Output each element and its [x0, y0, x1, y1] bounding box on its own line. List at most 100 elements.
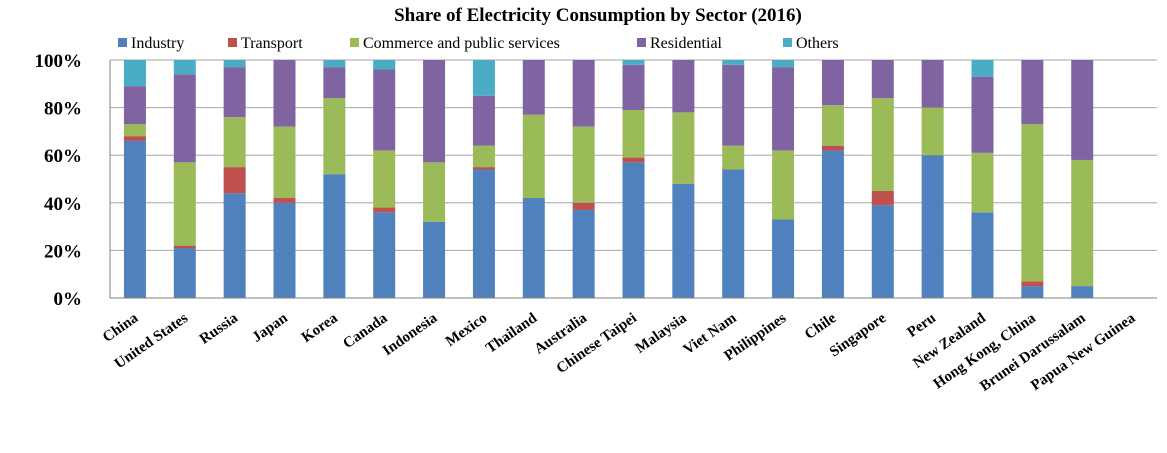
bar-segment-residential-japan — [273, 60, 296, 127]
bar-segment-commerce-and-public-services-viet-nam — [722, 145, 745, 170]
bar-segment-transport-united-states — [173, 245, 196, 249]
bar-segment-others-russia — [223, 60, 246, 68]
bar-segment-transport-canada — [373, 207, 396, 213]
legend-swatch — [118, 38, 127, 47]
bar-segment-industry-chinese-taipei — [622, 162, 645, 298]
bar-segment-others-chinese-taipei — [622, 60, 645, 65]
bar-segment-commerce-and-public-services-chile — [821, 105, 844, 146]
bar-segment-residential-new-zealand — [971, 76, 994, 153]
bar-segment-commerce-and-public-services-philippines — [772, 150, 795, 220]
bar-segment-residential-chile — [821, 60, 844, 106]
legend-swatch — [228, 38, 237, 47]
bar-segment-commerce-and-public-services-mexico — [472, 145, 495, 168]
legend-label: Transport — [241, 35, 303, 52]
bar-segment-others-viet-nam — [722, 60, 745, 65]
bar-segment-industry-united-states — [173, 248, 196, 298]
bar-segment-industry-australia — [572, 209, 595, 298]
chart-title: Share of Electricity Consumption by Sect… — [394, 5, 802, 26]
bar-segment-others-china — [123, 60, 146, 87]
bar-segment-residential-peru — [921, 60, 944, 108]
bar-segment-commerce-and-public-services-china — [123, 124, 146, 137]
y-tick-label: 0% — [54, 289, 83, 310]
legend-item-industry: Industry — [118, 35, 184, 52]
bar-segment-residential-thailand — [522, 60, 545, 115]
bar-segment-residential-russia — [223, 67, 246, 118]
legend: Industry Transport Commerce and public ser… — [118, 35, 839, 52]
bar-segment-industry-philippines — [772, 219, 795, 298]
x-tick-label: Japan — [250, 310, 292, 346]
y-tick-label: 100% — [35, 51, 83, 72]
bar-segment-others-united-states — [173, 60, 196, 75]
bar-segment-industry-china — [123, 140, 146, 298]
legend-item-others: Others — [783, 35, 839, 52]
y-tick-label: 20% — [44, 241, 82, 262]
bar-segment-commerce-and-public-services-chinese-taipei — [622, 109, 645, 158]
x-tick-label: Peru — [905, 310, 939, 341]
bar-segment-transport-australia — [572, 202, 595, 210]
bar-segment-industry-brunei-darussalam — [1071, 286, 1094, 298]
bar-segment-commerce-and-public-services-australia — [572, 126, 595, 203]
bar-segment-commerce-and-public-services-russia — [223, 117, 246, 168]
y-tick-label: 60% — [44, 146, 82, 167]
bar-segment-commerce-and-public-services-indonesia — [423, 162, 446, 222]
x-tick-label: Thailand — [483, 310, 541, 357]
legend-label: Residential — [650, 35, 723, 52]
bar-segment-others-philippines — [772, 60, 795, 68]
bar-segment-commerce-and-public-services-thailand — [522, 114, 545, 199]
legend-label: Others — [796, 35, 839, 52]
legend-label: Industry — [131, 35, 184, 52]
bars — [123, 60, 1094, 298]
bar-segment-industry-japan — [273, 202, 296, 298]
bar-segment-residential-australia — [572, 60, 595, 127]
bar-segment-transport-china — [123, 136, 146, 141]
bar-segment-industry-indonesia — [423, 221, 446, 298]
bar-segment-others-korea — [323, 60, 346, 68]
bar-segment-commerce-and-public-services-hong-kong-china — [1021, 124, 1044, 282]
legend-swatch — [350, 38, 359, 47]
legend-label: Commerce and public services — [363, 35, 560, 52]
bar-segment-industry-chile — [821, 150, 844, 298]
bar-segment-residential-indonesia — [423, 60, 446, 163]
bar-segment-commerce-and-public-services-brunei-darussalam — [1071, 159, 1094, 287]
bar-segment-residential-philippines — [772, 67, 795, 151]
bar-segment-residential-chinese-taipei — [622, 64, 645, 110]
bar-segment-transport-singapore — [871, 190, 894, 206]
bar-segment-transport-japan — [273, 198, 296, 203]
bar-segment-residential-viet-nam — [722, 64, 745, 146]
bar-segment-industry-russia — [223, 193, 246, 298]
bar-segment-residential-korea — [323, 67, 346, 99]
bar-segment-transport-russia — [223, 167, 246, 194]
legend-swatch — [783, 38, 792, 47]
x-tick-label: Singapore — [827, 310, 889, 360]
bar-segment-residential-united-states — [173, 74, 196, 163]
bar-segment-transport-chinese-taipei — [622, 157, 645, 163]
bar-segment-others-canada — [373, 60, 396, 70]
bar-segment-residential-hong-kong-china — [1021, 60, 1044, 125]
bar-segment-industry-viet-nam — [722, 169, 745, 298]
bar-segment-industry-hong-kong-china — [1021, 286, 1044, 298]
bar-segment-commerce-and-public-services-united-states — [173, 162, 196, 246]
y-tick-label: 80% — [44, 99, 82, 120]
bar-segment-commerce-and-public-services-malaysia — [672, 112, 695, 184]
bar-segment-industry-new-zealand — [971, 212, 994, 298]
x-tick-label: Russia — [197, 310, 241, 348]
bar-segment-industry-mexico — [472, 169, 495, 298]
legend-item-transport: Transport — [228, 35, 303, 52]
bar-segment-industry-korea — [323, 174, 346, 298]
bar-segment-residential-brunei-darussalam — [1071, 60, 1094, 160]
bar-segment-industry-peru — [921, 155, 944, 298]
bar-segment-commerce-and-public-services-peru — [921, 107, 944, 156]
y-axis: 0% 20% 40% 60% 80% 100% — [35, 51, 111, 310]
x-tick-label: Malaysia — [633, 310, 690, 357]
y-tick-label: 40% — [44, 194, 82, 215]
x-tick-label: Indonesia — [380, 310, 441, 359]
bar-segment-commerce-and-public-services-new-zealand — [971, 152, 994, 213]
bar-segment-residential-china — [123, 86, 146, 125]
bar-segment-transport-mexico — [472, 167, 495, 170]
x-tick-label: Chile — [802, 310, 839, 343]
bar-segment-industry-canada — [373, 212, 396, 298]
bar-segment-industry-singapore — [871, 205, 894, 298]
bar-segment-others-new-zealand — [971, 60, 994, 77]
